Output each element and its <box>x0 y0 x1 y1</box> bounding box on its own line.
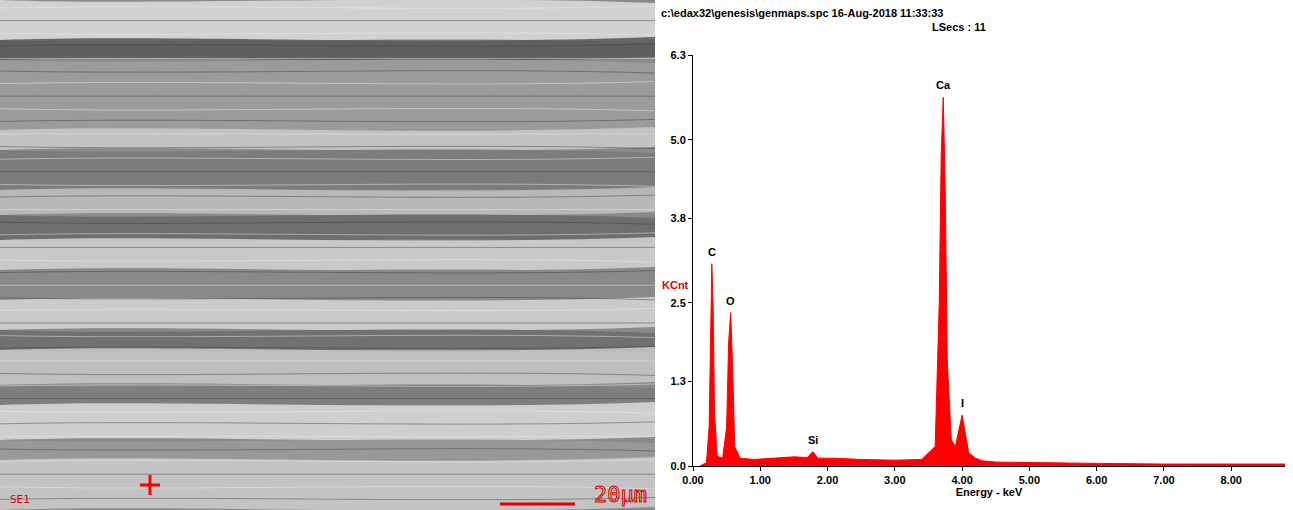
svg-text:LSecs : 11: LSecs : 11 <box>932 21 986 33</box>
svg-text:KCnt: KCnt <box>662 279 689 291</box>
svg-text:5.0: 5.0 <box>671 134 686 146</box>
svg-text:0.00: 0.00 <box>682 474 703 486</box>
svg-text:3.00: 3.00 <box>884 474 905 486</box>
svg-text:8.00: 8.00 <box>1220 474 1241 486</box>
svg-text:3.8: 3.8 <box>671 212 686 224</box>
svg-text:2.00: 2.00 <box>817 474 838 486</box>
svg-text:Energy - keV: Energy - keV <box>956 486 1023 498</box>
svg-text:SE1: SE1 <box>10 493 30 506</box>
svg-text:Ca: Ca <box>936 79 951 91</box>
svg-text:c:\edax32\genesis\genmaps.spc: c:\edax32\genesis\genmaps.spc 16-Aug-201… <box>661 7 943 19</box>
svg-text:4.00: 4.00 <box>951 474 972 486</box>
svg-text:7.00: 7.00 <box>1153 474 1174 486</box>
svg-text:1.00: 1.00 <box>750 474 771 486</box>
svg-text:1.3: 1.3 <box>671 375 686 387</box>
svg-text:20μm: 20μm <box>594 482 647 507</box>
svg-text:2.5: 2.5 <box>671 297 686 309</box>
svg-text:6.3: 6.3 <box>671 49 686 61</box>
svg-text:6.00: 6.00 <box>1086 474 1107 486</box>
svg-text:Si: Si <box>808 434 818 446</box>
svg-text:5.00: 5.00 <box>1019 474 1040 486</box>
svg-text:0.0: 0.0 <box>671 460 686 472</box>
svg-text:I: I <box>961 397 964 409</box>
svg-text:O: O <box>726 295 735 307</box>
svg-text:C: C <box>708 246 716 258</box>
